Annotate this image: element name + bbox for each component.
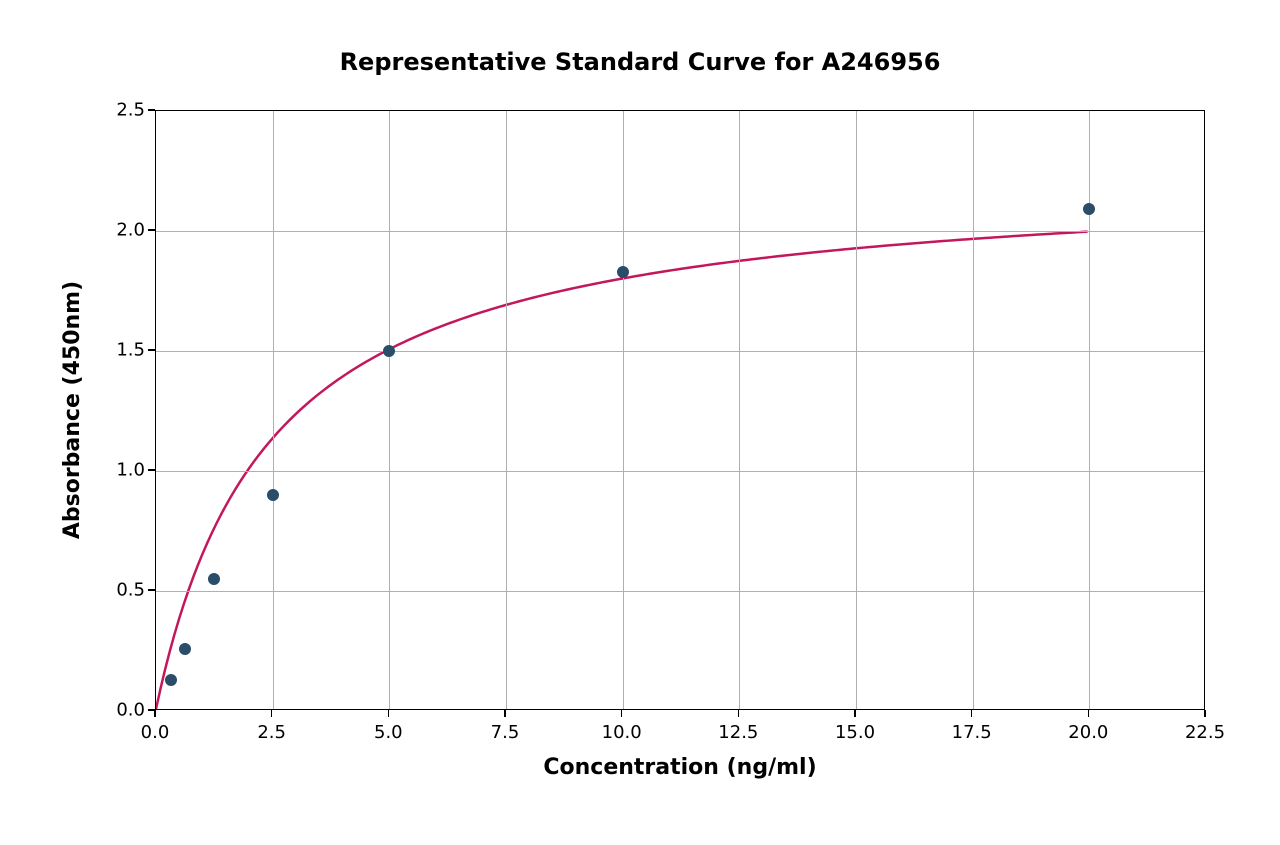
x-tick-label: 5.0 — [374, 722, 403, 743]
grid-line-vertical — [856, 111, 857, 709]
x-tick — [154, 710, 156, 717]
x-tick — [854, 710, 856, 717]
grid-line-vertical — [973, 111, 974, 709]
data-point — [208, 573, 220, 585]
data-point — [617, 266, 629, 278]
x-axis-label: Concentration (ng/ml) — [543, 755, 816, 780]
grid-line-vertical — [1089, 111, 1090, 709]
x-tick — [1088, 710, 1090, 717]
y-tick — [148, 349, 155, 351]
x-tick — [738, 710, 740, 717]
chart-title: Representative Standard Curve for A24695… — [0, 48, 1280, 76]
x-tick-label: 17.5 — [952, 722, 992, 743]
x-tick-label: 20.0 — [1068, 722, 1108, 743]
grid-line-vertical — [273, 111, 274, 709]
x-tick — [504, 710, 506, 717]
grid-line-horizontal — [156, 231, 1204, 232]
x-tick — [971, 710, 973, 717]
y-tick — [148, 709, 155, 711]
grid-line-vertical — [623, 111, 624, 709]
y-tick-label: 0.0 — [110, 700, 145, 721]
y-tick-label: 0.5 — [110, 580, 145, 601]
grid-line-vertical — [389, 111, 390, 709]
plot-area — [155, 110, 1205, 710]
x-tick — [1204, 710, 1206, 717]
grid-line-vertical — [506, 111, 507, 709]
y-tick-label: 1.0 — [110, 460, 145, 481]
x-tick-label: 15.0 — [835, 722, 875, 743]
curve-svg — [156, 111, 1204, 709]
y-tick-label: 1.5 — [110, 340, 145, 361]
x-tick-label: 0.0 — [141, 722, 170, 743]
data-point — [1083, 203, 1095, 215]
y-tick — [148, 109, 155, 111]
data-point — [267, 489, 279, 501]
data-point — [383, 345, 395, 357]
x-tick-label: 10.0 — [602, 722, 642, 743]
x-tick-label: 22.5 — [1185, 722, 1225, 743]
grid-line-horizontal — [156, 591, 1204, 592]
y-axis-label: Absorbance (450nm) — [60, 281, 85, 539]
data-point — [165, 674, 177, 686]
y-tick — [148, 469, 155, 471]
chart-container: Representative Standard Curve for A24695… — [0, 0, 1280, 845]
grid-line-horizontal — [156, 351, 1204, 352]
y-tick — [148, 589, 155, 591]
x-tick — [621, 710, 623, 717]
y-tick-label: 2.0 — [110, 220, 145, 241]
x-tick-label: 2.5 — [257, 722, 286, 743]
data-point — [179, 643, 191, 655]
x-tick-label: 7.5 — [491, 722, 520, 743]
x-tick-label: 12.5 — [718, 722, 758, 743]
grid-line-vertical — [739, 111, 740, 709]
x-tick — [388, 710, 390, 717]
y-tick-label: 2.5 — [110, 100, 145, 121]
y-tick — [148, 229, 155, 231]
x-tick — [271, 710, 273, 717]
grid-line-horizontal — [156, 471, 1204, 472]
